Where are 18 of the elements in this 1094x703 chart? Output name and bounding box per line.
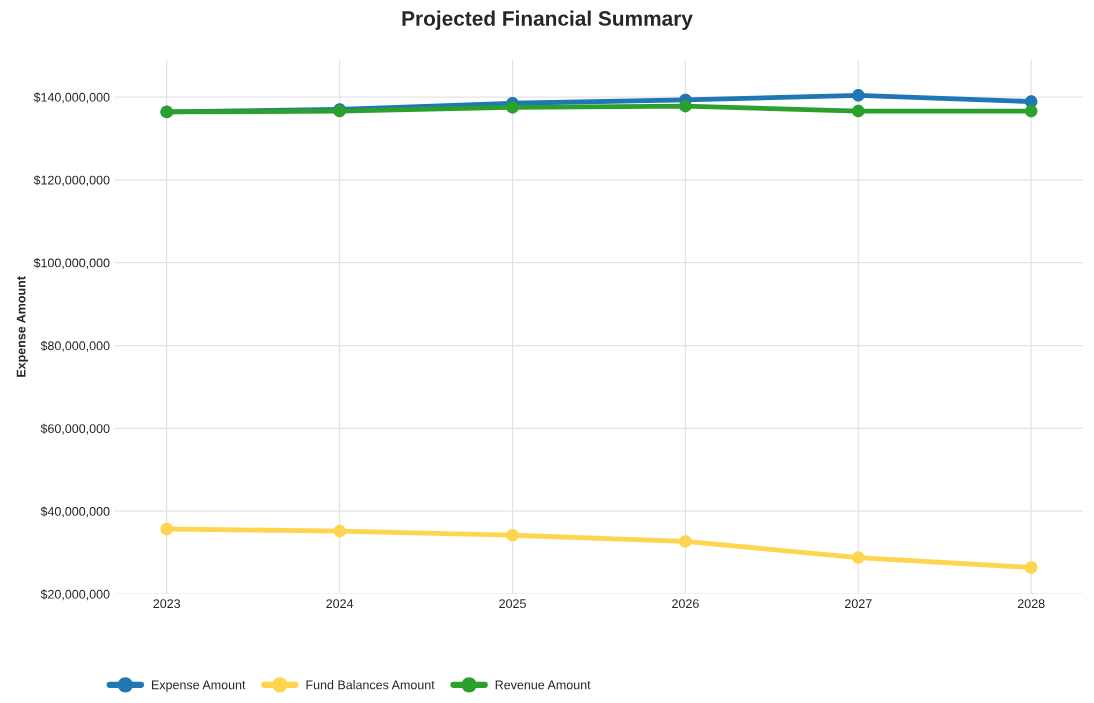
chart-title: Projected Financial Summary <box>402 10 693 30</box>
legend-label: Revenue Amount <box>495 680 591 690</box>
y-tick-label: $40,000,000 <box>40 506 110 518</box>
x-tick-label: 2028 <box>1017 599 1045 609</box>
legend-label: Expense Amount <box>151 680 246 692</box>
y-tick-label: $100,000,000 <box>33 257 110 269</box>
legend-label: Fund Balances Amount <box>306 680 435 690</box>
x-tick-label: 2023 <box>153 599 181 609</box>
y-axis-title: Expense Amount <box>16 276 28 377</box>
y-tick-label: $120,000,000 <box>33 175 110 186</box>
x-tick-label: 2024 <box>326 599 354 609</box>
y-tick-label: $60,000,000 <box>40 423 110 435</box>
x-tick-label: 2026 <box>672 599 699 609</box>
y-tick-label: $140,000,000 <box>33 92 110 104</box>
y-tick-label: $20,000,000 <box>40 589 110 601</box>
y-tick-label: $80,000,000 <box>40 340 110 352</box>
x-tick-label: 2025 <box>499 599 526 609</box>
x-tick-label: 2027 <box>845 599 872 609</box>
